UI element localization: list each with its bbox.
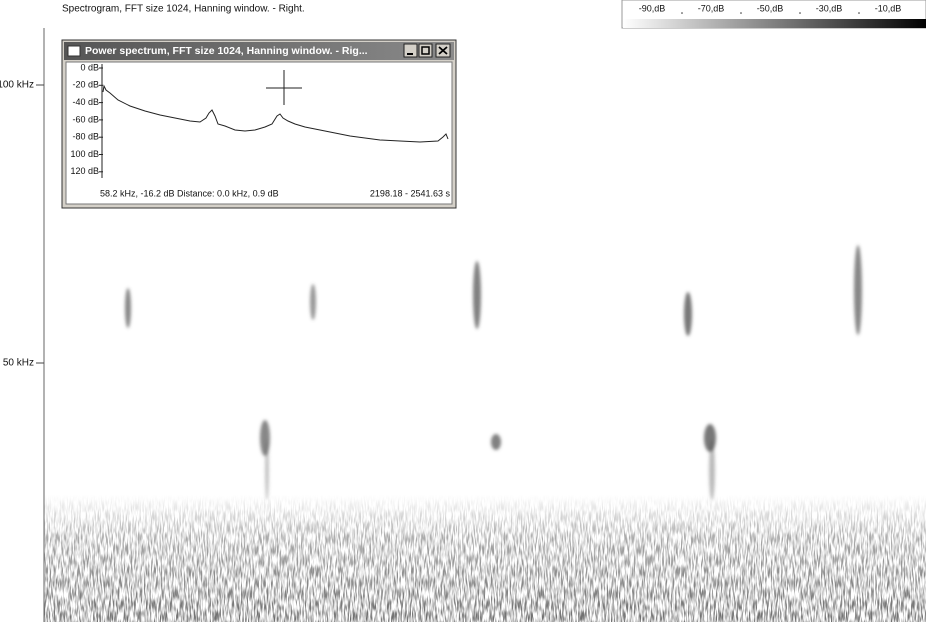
- minimize-button[interactable]: [404, 44, 417, 57]
- colorbar: [623, 19, 926, 28]
- popup-title: Power spectrum, FFT size 1024, Hanning w…: [85, 45, 368, 57]
- call: [473, 261, 481, 329]
- separator: [858, 12, 860, 14]
- colorbar-label: -10,dB: [875, 3, 902, 13]
- call: [709, 440, 715, 500]
- separator: [799, 12, 801, 14]
- popup-y-label: -60 dB: [72, 114, 99, 124]
- y-label: 100 kHz: [0, 80, 34, 91]
- popup-y-label: -80 dB: [72, 132, 99, 142]
- call: [854, 245, 862, 335]
- calls: [125, 245, 862, 500]
- colorbar-label: -50,dB: [757, 3, 784, 13]
- call: [265, 440, 269, 500]
- plot-area: [66, 62, 452, 204]
- call: [684, 292, 692, 336]
- window-icon: [68, 46, 80, 56]
- y-label: 50 kHz: [3, 358, 34, 369]
- power-spectrum-window: Power spectrum, FFT size 1024, Hanning w…: [62, 40, 456, 208]
- popup-y-label: 100 dB: [70, 149, 99, 159]
- popup-y-label: 0 dB: [80, 62, 99, 72]
- separator: [740, 12, 742, 14]
- noise-band: [44, 495, 926, 622]
- maximize-button[interactable]: [419, 44, 432, 57]
- popup-y-label: 120 dB: [70, 166, 99, 176]
- popup-y-label: -40 dB: [72, 97, 99, 107]
- page: { "header": {"title": "Spectrogram, FFT …: [0, 0, 926, 622]
- colorbar-label: -30,dB: [816, 3, 843, 13]
- noise: [44, 495, 926, 622]
- cursor-readout: 58.2 kHz, -16.2 dB Distance: 0.0 kHz, 0.…: [100, 188, 279, 198]
- spectrogram-window: Spectrogram, FFT size 1024, Hanning wind…: [0, 0, 926, 622]
- popup-y-label: -20 dB: [72, 80, 99, 90]
- time-range: 2198.18 - 2541.63 s: [370, 188, 451, 198]
- call: [491, 434, 501, 450]
- call: [125, 288, 131, 328]
- separator: [681, 12, 683, 14]
- call: [310, 284, 316, 320]
- colorbar-label: -90,dB: [639, 3, 666, 13]
- window-title: Spectrogram, FFT size 1024, Hanning wind…: [62, 4, 305, 15]
- colorbar-label: -70,dB: [698, 3, 725, 13]
